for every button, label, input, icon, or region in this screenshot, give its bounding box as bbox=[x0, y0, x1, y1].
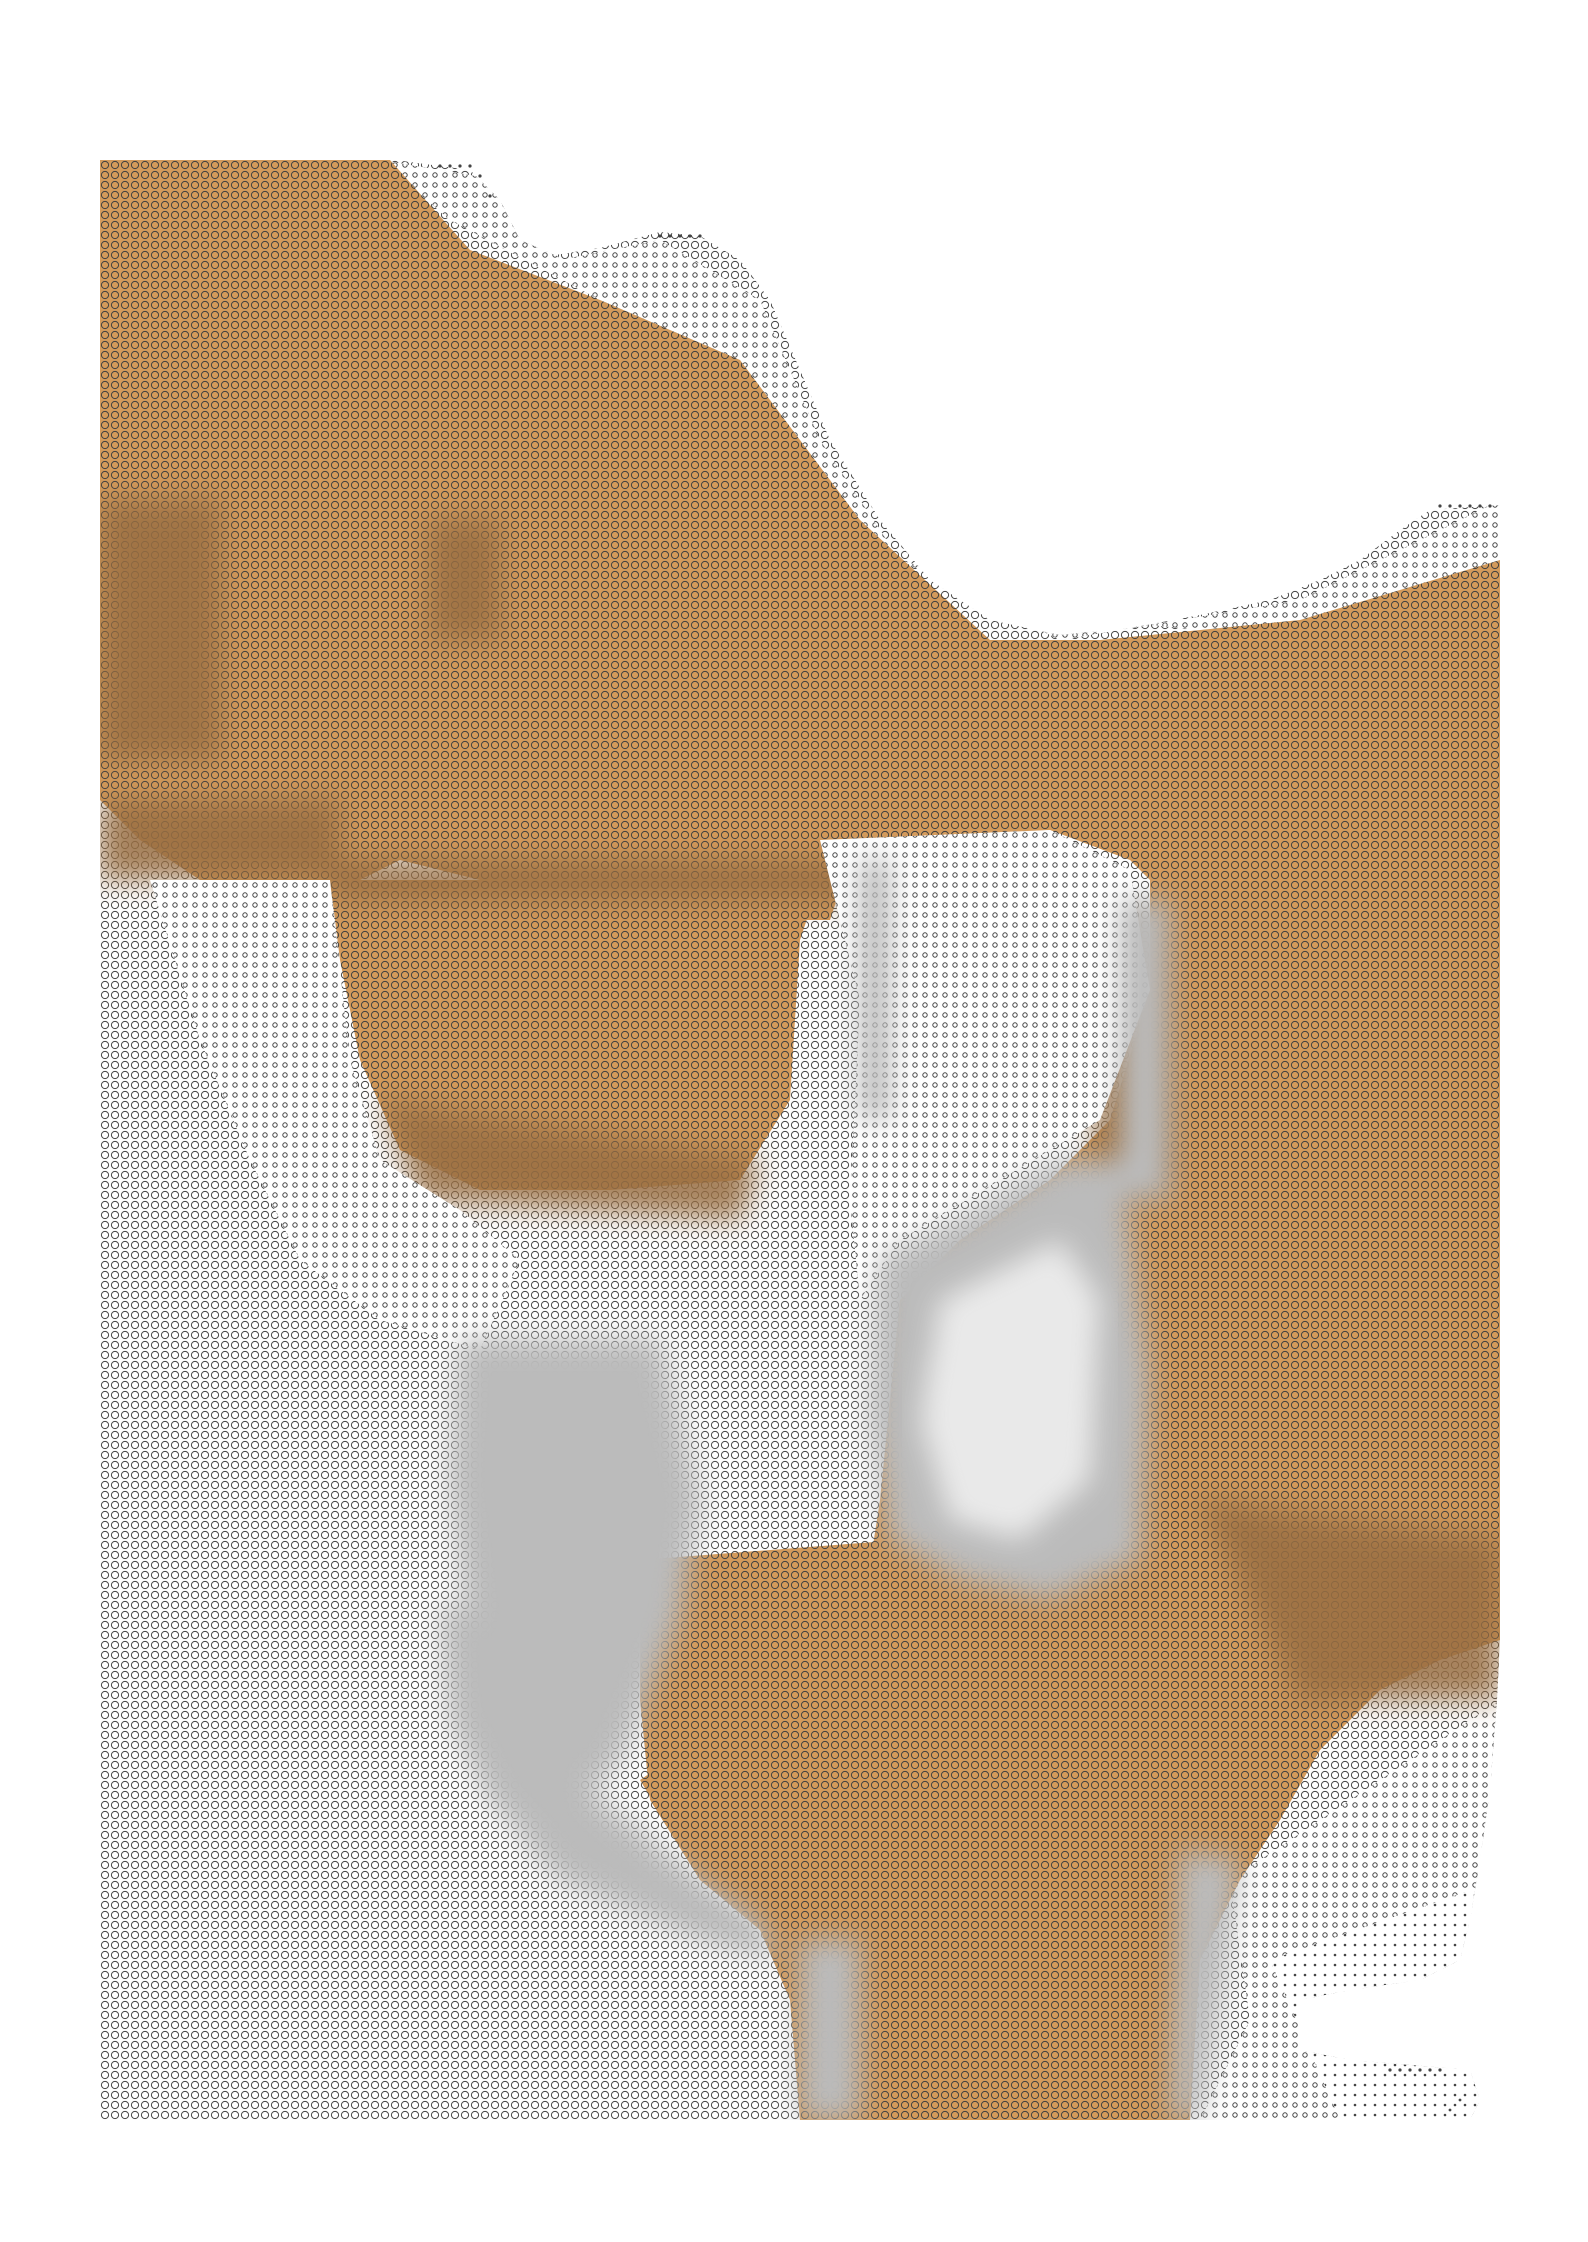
edge-dots-top bbox=[438, 164, 1492, 2112]
